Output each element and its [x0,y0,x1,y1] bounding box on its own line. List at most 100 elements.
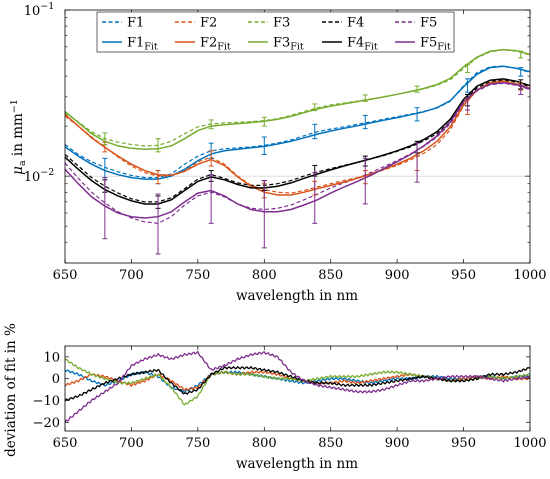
legend-label: F4Fit [347,36,378,53]
top-y-axis-label: μa in mm−1 [9,99,28,175]
series-line-f4 [64,79,531,203]
legend-label: F5 [420,16,437,31]
error-bar-f1 [312,123,318,140]
series-line-f5fit [64,81,531,219]
error-bar-f5 [518,84,524,96]
bottom-x-axis-label: wavelength in nm [236,456,358,472]
top-y-label-exp: −1 [9,99,20,113]
top-x-tick-label: 950 [451,268,476,283]
legend-entry-f3: F3 [248,16,290,31]
error-bar-f1 [261,136,267,155]
legend-entry-f2: F2 [175,16,217,31]
legend-label: F3Fit [273,36,304,53]
top-chart: 650 700 750 800 850 900 950 1000 10−1 10−2 wavel… [9,1,547,304]
error-bar-f3 [155,138,161,153]
top-x-tick-label: 1000 [513,268,546,283]
deviation-line-f5 [64,350,531,423]
legend-box [96,11,455,53]
bottom-x-tick-label: 700 [119,436,144,451]
top-y-label-unit: in mm [10,113,26,160]
top-x-tick-label: 700 [119,268,144,283]
series-line-f2fit [64,80,531,196]
legend-entry-f5fit: F5Fit [395,36,451,53]
series-line-f5 [64,82,531,224]
bottom-x-tick-label: 850 [318,436,343,451]
bottom-y-tick-label: −10 [33,394,60,409]
series-line-f1 [64,65,531,179]
legend-entry-f1: F1 [102,16,144,31]
legend-label: F2 [200,16,217,31]
error-bar-f3 [102,132,108,146]
error-bar-f1 [518,67,524,77]
legend-entry-f4: F4 [322,16,364,31]
bottom-x-tick-label: 1000 [513,436,546,451]
error-bar-f5 [155,193,161,255]
series-line-f3 [64,49,531,147]
bottom-y-ticks: 10 0 −10 −20 [33,350,530,431]
legend-label: F2Fit [200,36,231,53]
bottom-plot-frame [64,345,531,432]
top-y-label-sub: a [17,160,28,166]
bottom-y-axis-label: deviation of fit in % [3,323,19,457]
error-bar-f1 [465,78,471,93]
error-bar-f5 [208,174,214,224]
series-line-f4fit [64,78,531,205]
error-bar-f2 [155,170,161,185]
legend-label: F4 [347,16,364,31]
legend-entry-f2fit: F2Fit [175,36,231,53]
error-bar-f1 [362,114,368,130]
error-bar-f5 [465,97,471,111]
top-x-ticks: 650 700 750 800 850 900 950 1000 [53,10,547,283]
bottom-x-tick-label: 650 [53,436,78,451]
top-y-tick-label: 10−1 [24,1,55,19]
series-line-f3fit [64,48,531,151]
bottom-y-tick-label: 10 [43,350,60,365]
error-bar-f3 [312,103,318,112]
top-y-ticks: 10−1 10−2 [24,1,530,264]
error-bar-f1 [414,107,420,122]
top-error-bars [102,50,524,255]
bottom-x-tick-label: 750 [185,436,210,451]
top-y-tick-label: 10−2 [24,167,55,185]
series-line-f1fit [64,65,531,180]
error-bar-f3 [208,119,214,130]
top-series-lines [64,48,531,224]
legend-label: F1 [127,16,144,31]
bottom-chart: 650 700 750 800 850 900 950 1000 10 0 −10 −20 wave… [3,323,547,472]
legend: F1 F2 F3 F4 F5 F1Fit F2Fit F3Fit F4Fit F5Fit [96,11,455,53]
bottom-x-tick-label: 950 [451,436,476,451]
top-x-tick-label: 900 [385,268,410,283]
top-x-tick-label: 650 [53,268,78,283]
error-bar-f5 [414,142,420,183]
top-x-tick-label: 800 [252,268,277,283]
bottom-x-tick-label: 900 [385,436,410,451]
bottom-x-tick-label: 800 [252,436,277,451]
legend-label: F5Fit [420,36,451,53]
error-bar-f3 [518,50,524,59]
series-line-f2 [64,80,531,194]
bottom-series-lines [64,350,531,423]
legend-entry-f3fit: F3Fit [248,36,304,53]
legend-label: F1Fit [127,36,158,53]
error-bar-f3 [261,116,267,127]
bottom-y-tick-label: −20 [33,416,60,431]
top-plot-frame [64,9,531,264]
error-bar-f2 [208,150,214,167]
top-y-label-mu: μ [10,166,26,175]
error-bar-f3 [465,63,471,74]
legend-entry-f4fit: F4Fit [322,36,378,53]
legend-entry-f5: F5 [395,16,437,31]
error-bar-f3 [414,85,420,93]
legend-label: F3 [273,16,290,31]
error-bar-f5 [261,180,267,249]
error-bar-f5 [362,157,368,205]
bottom-x-ticks: 650 700 750 800 850 900 950 1000 [53,346,547,451]
bottom-y-tick-label: 0 [52,372,60,387]
error-bar-f5 [102,177,108,240]
legend-entry-f1fit: F1Fit [102,36,158,53]
deviation-line-f4 [64,366,530,402]
error-bar-f3 [362,94,368,102]
top-x-axis-label: wavelength in nm [236,288,358,304]
error-bar-f5 [312,172,318,224]
